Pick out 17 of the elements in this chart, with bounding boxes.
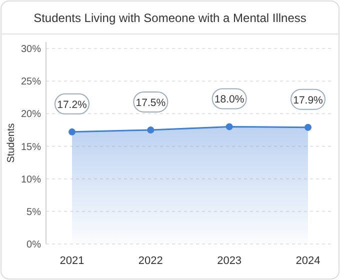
- y-axis-title: Students: [6, 123, 17, 163]
- y-tick-label: 20%: [20, 109, 42, 120]
- chart-title: Students Living with Someone with a Mental Illness: [34, 11, 306, 25]
- x-tick-label: 2023: [217, 255, 242, 267]
- data-label: 17.5%: [136, 96, 166, 109]
- y-tick-label: 15%: [20, 142, 42, 153]
- x-tick-label: 2021: [60, 255, 84, 267]
- data-label: 18.0%: [214, 94, 244, 106]
- y-tick-label: 30%: [20, 44, 42, 56]
- data-label: 17.9%: [293, 94, 323, 106]
- y-tick-label: 0%: [26, 240, 42, 250]
- x-tick-label: 2024: [296, 255, 320, 267]
- y-tick-label: 5%: [26, 206, 42, 218]
- x-tick-label: 2022: [138, 255, 163, 267]
- y-tick-label: 10%: [20, 174, 42, 186]
- data-label: 17.2%: [57, 98, 87, 111]
- y-tick-label: 25%: [20, 76, 42, 88]
